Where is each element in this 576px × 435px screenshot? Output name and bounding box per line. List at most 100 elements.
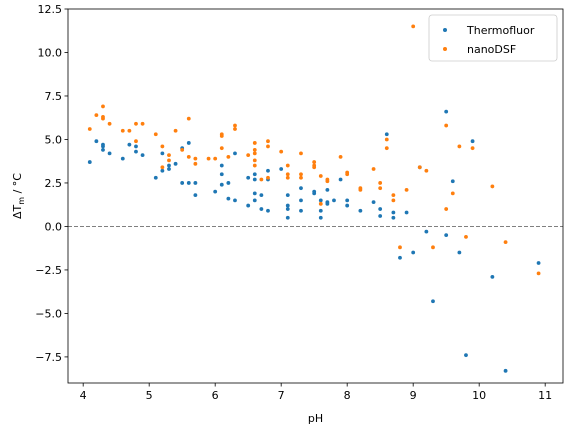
thermofluor-point [431, 299, 435, 304]
nanodsf-point [464, 234, 468, 239]
nanodsf-point [417, 165, 422, 170]
thermofluor-point [411, 250, 416, 255]
thermofluor-point [536, 261, 541, 265]
thermofluor-point [219, 172, 224, 177]
thermofluor-point [233, 151, 237, 156]
nanodsf-point [186, 154, 191, 159]
nanodsf-point [193, 161, 198, 166]
y-tick-label: 12.5 [38, 3, 63, 16]
thermofluor-point [285, 207, 290, 211]
nanodsf-point [259, 177, 264, 182]
y-tick-label: −2.5 [35, 264, 62, 277]
y-tick-label: 0.0 [45, 220, 63, 233]
thermofluor-point [134, 149, 138, 154]
legend-box [428, 14, 558, 62]
nanodsf-point [318, 201, 323, 206]
y-tick-label: 10.0 [38, 46, 63, 59]
nanodsf-point [160, 165, 165, 170]
thermofluor-point [259, 193, 264, 198]
nanodsf-point [107, 121, 112, 126]
nanodsf-point [444, 123, 449, 128]
thermofluor-point [299, 186, 303, 191]
nanodsf-point [325, 179, 330, 184]
nanodsf-point [233, 127, 237, 131]
x-tick-label: 8 [344, 389, 351, 402]
nanodsf-point [470, 146, 475, 151]
nanodsf-point [411, 24, 416, 29]
nanodsf-point [431, 245, 435, 250]
thermofluor-point [134, 144, 138, 149]
thermofluor-point [120, 156, 125, 161]
nanodsf-point [101, 104, 105, 109]
thermofluor-point [470, 139, 475, 144]
thermofluor-point [252, 198, 257, 203]
y-tick-label: −5.0 [35, 307, 62, 320]
x-tick-label: 4 [80, 389, 87, 402]
y-tick-label: 5.0 [45, 133, 63, 146]
y-axis-label-unit: / °C [11, 173, 24, 197]
thermofluor-point [332, 198, 336, 203]
thermofluor-point [173, 161, 178, 166]
nanodsf-point [279, 149, 284, 154]
thermofluor-point [266, 168, 270, 173]
thermofluor-point [160, 168, 165, 173]
thermofluor-point [101, 148, 105, 152]
thermofluor-point [107, 151, 112, 156]
thermofluor-point [193, 193, 198, 198]
thermofluor-point [193, 181, 198, 185]
nanodsf-point [285, 163, 290, 168]
nanodsf-point [378, 186, 383, 191]
legend-label-nanodsf: nanoDSF [467, 43, 516, 56]
nanodsf-point [312, 165, 317, 170]
thermofluor-point [167, 163, 171, 168]
nanodsf-point [391, 198, 396, 203]
nanodsf-point [299, 175, 303, 180]
legend: Thermofluor nanoDSF [428, 14, 558, 62]
thermofluor-point [391, 215, 396, 220]
nanodsf-point [219, 146, 224, 151]
thermofluor-point [285, 215, 290, 220]
nanodsf-point [398, 245, 402, 250]
y-axis: −7.5 −5.0 −2.5 0.0 2.5 5.0 7.5 10.0 12.5 [35, 3, 68, 364]
thermofluor-point [252, 191, 257, 196]
nanodsf-point [180, 148, 185, 152]
nanodsf-point [206, 156, 211, 161]
thermofluor-point [167, 167, 171, 171]
nanodsf-point [173, 128, 178, 133]
nanodsf-point [266, 175, 270, 180]
thermofluor-point [384, 132, 389, 137]
nanodsf-point [134, 139, 138, 144]
thermofluor-point [338, 177, 343, 182]
nanodsf-point [384, 146, 389, 151]
nanodsf-point [345, 172, 350, 177]
nanodsf-point [101, 116, 105, 121]
thermofluor-point [404, 210, 409, 215]
legend-label-thermofluor: Thermofluor [466, 24, 535, 37]
y-tick-label: 2.5 [45, 177, 63, 190]
nanodsf-point [186, 116, 191, 121]
nanodsf-point [94, 113, 99, 118]
axes-frame [67, 8, 564, 384]
nanodsf-point [252, 163, 257, 168]
nanodsf-point [299, 172, 303, 177]
thermofluor-point [213, 189, 218, 194]
thermofluor-point [503, 368, 508, 373]
thermofluor-point [450, 179, 455, 184]
y-axis-label-subscript: m [17, 197, 26, 205]
y-axis-label: ΔTm / °C [11, 173, 26, 219]
thermofluor-point [101, 142, 105, 147]
x-axis-label: pH [308, 412, 323, 425]
x-tick-label: 6 [212, 389, 219, 402]
thermofluor-point [285, 193, 290, 198]
thermofluor-point [371, 200, 376, 204]
nanodsf-point [252, 158, 257, 163]
thermofluor-point [252, 177, 257, 182]
thermofluor-point [219, 163, 224, 168]
thermofluor-point [299, 198, 303, 203]
thermofluor-point [398, 255, 402, 260]
nanodsf-point [424, 168, 429, 173]
thermofluor-point [153, 175, 158, 180]
nanodsf-point [318, 174, 323, 178]
thermofluor-point [160, 151, 165, 156]
